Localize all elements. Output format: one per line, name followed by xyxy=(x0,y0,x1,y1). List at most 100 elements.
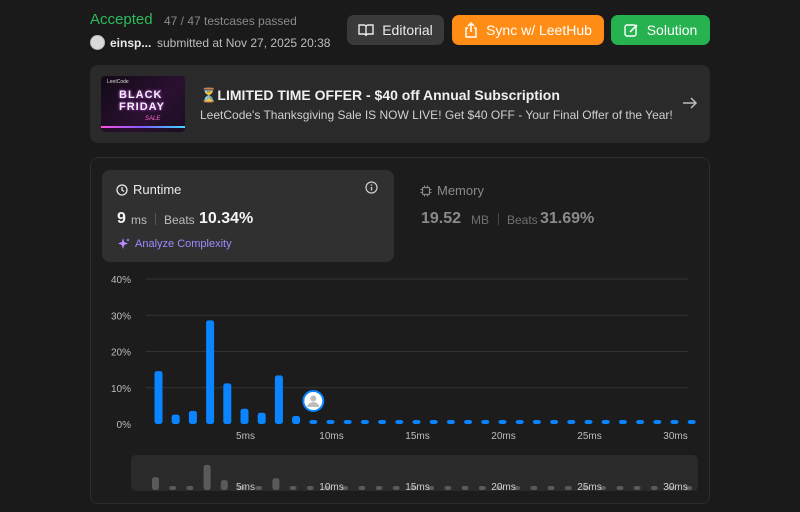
runtime-bar[interactable] xyxy=(257,412,266,424)
avatar[interactable] xyxy=(90,35,105,50)
runtime-bar[interactable] xyxy=(636,420,645,424)
runtime-bar[interactable] xyxy=(171,414,180,424)
marker-avatar-head xyxy=(310,395,317,402)
memory-beats-percent: 31.69% xyxy=(540,210,595,227)
mini-bar xyxy=(530,486,538,490)
runtime-bar[interactable] xyxy=(498,420,507,424)
runtime-bar[interactable] xyxy=(360,420,369,424)
mini-x-tick-label: 15ms xyxy=(405,482,429,493)
mini-bar xyxy=(668,486,675,490)
runtime-bar[interactable] xyxy=(601,420,610,424)
runtime-bar[interactable] xyxy=(274,375,283,424)
runtime-bar[interactable] xyxy=(395,420,404,424)
mini-bar xyxy=(461,486,469,490)
y-tick-label: 30% xyxy=(111,311,131,322)
runtime-bar[interactable] xyxy=(206,320,215,424)
mini-bar xyxy=(186,486,194,490)
mini-bar xyxy=(444,486,452,490)
mini-bar xyxy=(341,486,349,490)
mini-bar xyxy=(616,486,624,490)
runtime-bar[interactable] xyxy=(515,420,524,424)
runtime-bar[interactable] xyxy=(532,420,541,424)
mini-bar xyxy=(410,486,417,490)
runtime-bar[interactable] xyxy=(188,410,197,424)
runtime-unit: ms xyxy=(131,213,147,227)
x-tick-label: 30ms xyxy=(663,431,687,442)
book-icon xyxy=(358,24,374,37)
mini-bar xyxy=(650,486,658,490)
runtime-bar[interactable] xyxy=(481,420,490,424)
mini-bar xyxy=(547,486,555,490)
runtime-bar[interactable] xyxy=(584,420,593,424)
mini-bar xyxy=(306,486,314,490)
mini-bar xyxy=(203,464,211,490)
username[interactable]: einsp... xyxy=(110,36,152,50)
mini-bar xyxy=(289,486,297,490)
mini-x-tick-label: 30ms xyxy=(663,482,687,493)
analyze-complexity-link[interactable]: Analyze Complexity xyxy=(117,237,232,250)
banner-image-friday-text: FRIDAY xyxy=(119,101,165,113)
sparkle-icon xyxy=(118,238,130,249)
runtime-bar[interactable] xyxy=(240,408,249,424)
memory-divider xyxy=(498,213,499,225)
runtime-label: Runtime xyxy=(116,182,181,197)
mini-bar xyxy=(513,486,521,490)
runtime-bar[interactable] xyxy=(653,420,662,424)
clock-icon xyxy=(116,183,128,196)
runtime-bar[interactable] xyxy=(343,420,352,424)
runtime-bar[interactable] xyxy=(378,420,387,424)
runtime-bar[interactable] xyxy=(154,371,163,424)
x-tick-label: 20ms xyxy=(491,431,515,442)
memory-unit: MB xyxy=(471,213,489,227)
banner-image-black-text: BLACK xyxy=(119,89,163,101)
banner-title: ⏳LIMITED TIME OFFER - $40 off Annual Sub… xyxy=(200,87,560,103)
mini-x-tick-label: 25ms xyxy=(577,482,601,493)
black-friday-image: LeetCode BLACK FRIDAY SALE xyxy=(101,76,185,132)
runtime-divider xyxy=(155,213,156,225)
runtime-bar[interactable] xyxy=(550,420,559,424)
banner-image-sale-text: SALE xyxy=(145,116,161,122)
runtime-bar[interactable] xyxy=(670,420,679,424)
analyze-complexity-label: Analyze Complexity xyxy=(135,237,232,250)
runtime-bar[interactable] xyxy=(326,420,335,424)
mini-bar xyxy=(478,486,486,490)
runtime-bar[interactable] xyxy=(446,420,455,424)
mini-bar xyxy=(358,486,366,490)
runtime-bar[interactable] xyxy=(687,420,696,424)
y-tick-label: 40% xyxy=(111,275,131,286)
runtime-bar[interactable] xyxy=(618,420,627,424)
mini-x-tick-label: 5ms xyxy=(236,482,255,493)
mini-bar xyxy=(375,486,383,490)
runtime-bar[interactable] xyxy=(429,420,438,424)
solution-button[interactable]: Solution xyxy=(611,15,710,45)
arrow-right-icon[interactable] xyxy=(682,96,698,110)
memory-value: 19.52 xyxy=(421,210,462,227)
memory-tab[interactable]: Memory xyxy=(420,183,484,198)
mini-bar xyxy=(272,478,280,490)
mini-bar xyxy=(238,486,245,490)
mini-bar xyxy=(564,486,572,490)
y-tick-label: 20% xyxy=(111,348,131,359)
runtime-bar[interactable] xyxy=(292,416,301,424)
solution-label: Solution xyxy=(646,22,698,38)
x-tick-label: 10ms xyxy=(319,431,343,442)
runtime-bar[interactable] xyxy=(412,420,421,424)
memory-beats-label: Beats xyxy=(507,213,538,227)
runtime-bar[interactable] xyxy=(223,383,232,424)
runtime-bar[interactable] xyxy=(464,420,473,424)
runtime-bar[interactable] xyxy=(309,420,318,424)
sync-leethub-button[interactable]: Sync w/ LeetHub xyxy=(452,15,604,45)
runtime-card[interactable]: Runtime 9 ms Beats 10.34% Analyze Comple… xyxy=(102,170,394,262)
promo-banner[interactable]: LeetCode BLACK FRIDAY SALE ⏳LIMITED TIME… xyxy=(90,65,710,143)
mini-bar xyxy=(427,486,435,490)
mini-bar xyxy=(255,486,263,490)
runtime-bar[interactable] xyxy=(567,420,576,424)
editorial-button[interactable]: Editorial xyxy=(347,15,444,45)
submitted-time: submitted at Nov 27, 2025 20:38 xyxy=(157,36,331,50)
mini-bar xyxy=(599,486,607,490)
info-icon[interactable] xyxy=(365,181,378,194)
banner-image-logo-text: LeetCode xyxy=(107,79,129,85)
edit-icon xyxy=(624,23,638,37)
runtime-beats-label: Beats xyxy=(164,213,195,227)
